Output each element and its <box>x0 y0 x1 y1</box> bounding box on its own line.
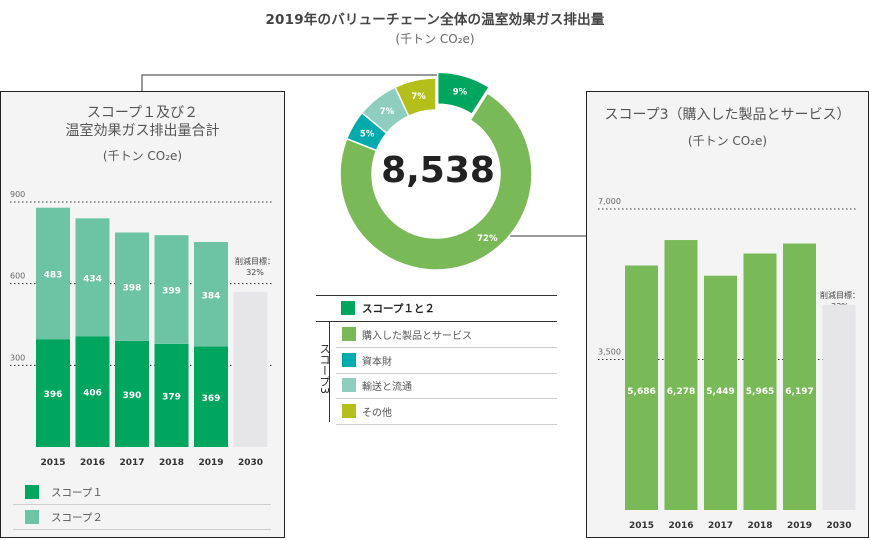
legend-scope2-label: スコープ２ <box>51 512 103 524</box>
legend-scope12: スコープ１と２ <box>316 295 557 322</box>
donut-slice-label: 7% <box>411 92 426 102</box>
legend-scope3-item: その他 <box>336 399 557 425</box>
bar-label-scope3: 5,449 <box>706 387 734 397</box>
bar-label-scope2: 398 <box>123 284 142 294</box>
scope3-title: スコープ3（購入した製品とサービス） <box>604 107 851 123</box>
x-tick-label: 2018 <box>747 521 772 531</box>
bar-label-scope1: 390 <box>123 391 142 401</box>
main-unit: (千トン CO₂e) <box>395 32 475 46</box>
bar-label-scope1: 379 <box>162 392 181 402</box>
scope3-target-text: 削減目標： <box>820 291 860 300</box>
bar-label-scope1: 369 <box>202 394 221 404</box>
x-tick-label: 2018 <box>159 458 184 468</box>
x-tick-label: 2030 <box>238 458 263 468</box>
y-tick-label: 3,500 <box>598 348 621 357</box>
scope12-title-line2: 温室効果ガス排出量合計 <box>65 123 220 139</box>
bar-scope1 <box>36 339 70 447</box>
bar-label-scope3: 6,197 <box>785 387 813 397</box>
legend-scope3-swatch <box>342 352 356 367</box>
donut-slice-label: 72% <box>477 234 498 244</box>
y-tick-label: 600 <box>10 272 25 281</box>
donut-slice-label: 5% <box>360 129 375 139</box>
bar-scope3 <box>783 243 816 511</box>
scope12-unit: (千トン CO₂e) <box>102 149 183 163</box>
legend-scope3-label: 輸送と流通 <box>362 382 412 393</box>
donut-chart: 9% 72% 5% 7% 7% <box>340 71 533 271</box>
scope12-target-percent: 32% <box>246 268 264 277</box>
scope12-target-label: 削減目標： 32% <box>231 256 279 278</box>
donut-slice <box>436 71 491 116</box>
legend-scope3-label: 購入した製品とサービス <box>362 331 472 342</box>
x-tick-label: 2019 <box>198 458 223 468</box>
bar-label-scope2: 399 <box>162 287 181 297</box>
legend-scope1-swatch <box>25 485 39 499</box>
bar-scope1 <box>194 346 228 447</box>
legend-scope3-swatch <box>342 378 356 392</box>
bar-target-2030 <box>233 291 268 447</box>
legend-scope2: スコープ２ <box>13 505 271 530</box>
legend-scope3-swatch <box>342 327 356 341</box>
donut-slice <box>340 91 533 271</box>
y-tick-label: 7,000 <box>598 197 621 206</box>
bar-scope2 <box>194 242 228 347</box>
bar-scope3 <box>704 275 737 510</box>
bar-scope3 <box>743 253 777 510</box>
legend-scope1: スコープ１ <box>13 480 271 505</box>
legend-scope3-item: 輸送と流通 <box>336 373 557 399</box>
x-tick-label: 2017 <box>119 458 144 468</box>
bar-scope1 <box>75 336 110 447</box>
legend-scope3-label: 資本財 <box>362 356 392 368</box>
scope3-vertical-label: スコープ3 <box>318 343 331 394</box>
bar-scope3 <box>625 265 658 510</box>
x-tick-label: 2030 <box>826 521 851 531</box>
legend-scope3-item: 購入した製品とサービス <box>336 322 557 348</box>
x-tick-label: 2015 <box>40 458 65 468</box>
bar-label-scope1: 396 <box>44 390 63 400</box>
legend-scope12-swatch <box>341 301 355 315</box>
donut-slice-label: 7% <box>380 107 395 117</box>
x-tick-label: 2016 <box>668 521 693 531</box>
x-tick-label: 2019 <box>787 521 812 531</box>
main-title: 2019年のバリューチェーン全体の温室効果ガス排出量 <box>265 12 605 28</box>
x-tick-label: 2016 <box>80 458 105 468</box>
bar-label-scope3: 5,686 <box>627 387 655 397</box>
scope12-target-text: 削減目標： <box>235 257 275 266</box>
scope3-bar-chart: 3,500 7,000 5,686 2015 6,278 2016 5,449 2017 5,9… <box>598 197 856 531</box>
legend-scope12-label: スコープ１と２ <box>362 303 435 315</box>
scope3-unit: (千トン CO₂e) <box>687 134 768 148</box>
legend-scope2-swatch <box>25 510 39 524</box>
bar-scope1 <box>115 340 149 447</box>
bar-label-scope2: 483 <box>44 270 63 280</box>
bar-label-scope2: 434 <box>83 274 102 284</box>
donut-center-value: 8,538 <box>381 150 495 191</box>
y-tick-label: 900 <box>10 190 25 199</box>
donut-slice-label: 9% <box>453 87 468 97</box>
donut-slice <box>394 77 437 118</box>
scope3-bracket <box>316 322 330 422</box>
y-tick-label: 300 <box>10 353 25 362</box>
bar-scope2 <box>36 207 70 340</box>
bar-label-scope2: 384 <box>202 291 221 301</box>
bar-label-scope3: 5,965 <box>746 387 774 397</box>
scope12-title-line1: スコープ１及び２ <box>86 105 199 121</box>
bar-scope3 <box>664 240 698 510</box>
bar-scope1 <box>154 343 189 447</box>
legend-scope3-item: 資本財 <box>336 348 557 374</box>
bar-target-2030 <box>822 304 856 510</box>
bar-scope2 <box>154 235 189 344</box>
bar-label-scope3: 6,278 <box>667 387 695 397</box>
bar-scope2 <box>75 218 110 337</box>
bar-label-scope1: 406 <box>83 389 102 399</box>
legend-scope3-swatch <box>342 403 356 418</box>
legend-scope1-label: スコープ１ <box>51 487 103 499</box>
bar-scope2 <box>115 232 149 341</box>
scope12-bar-chart: 300 600 900 396 483 2015 406 434 2016 390 398 2017 3… <box>10 190 272 468</box>
donut-legend: スコープ１と２ スコープ3 購入した製品とサービス 資本財輸送と流通その他 <box>316 295 557 425</box>
x-tick-label: 2015 <box>629 521 654 531</box>
legend-scope3-label: その他 <box>362 407 392 419</box>
x-tick-label: 2017 <box>708 521 733 531</box>
